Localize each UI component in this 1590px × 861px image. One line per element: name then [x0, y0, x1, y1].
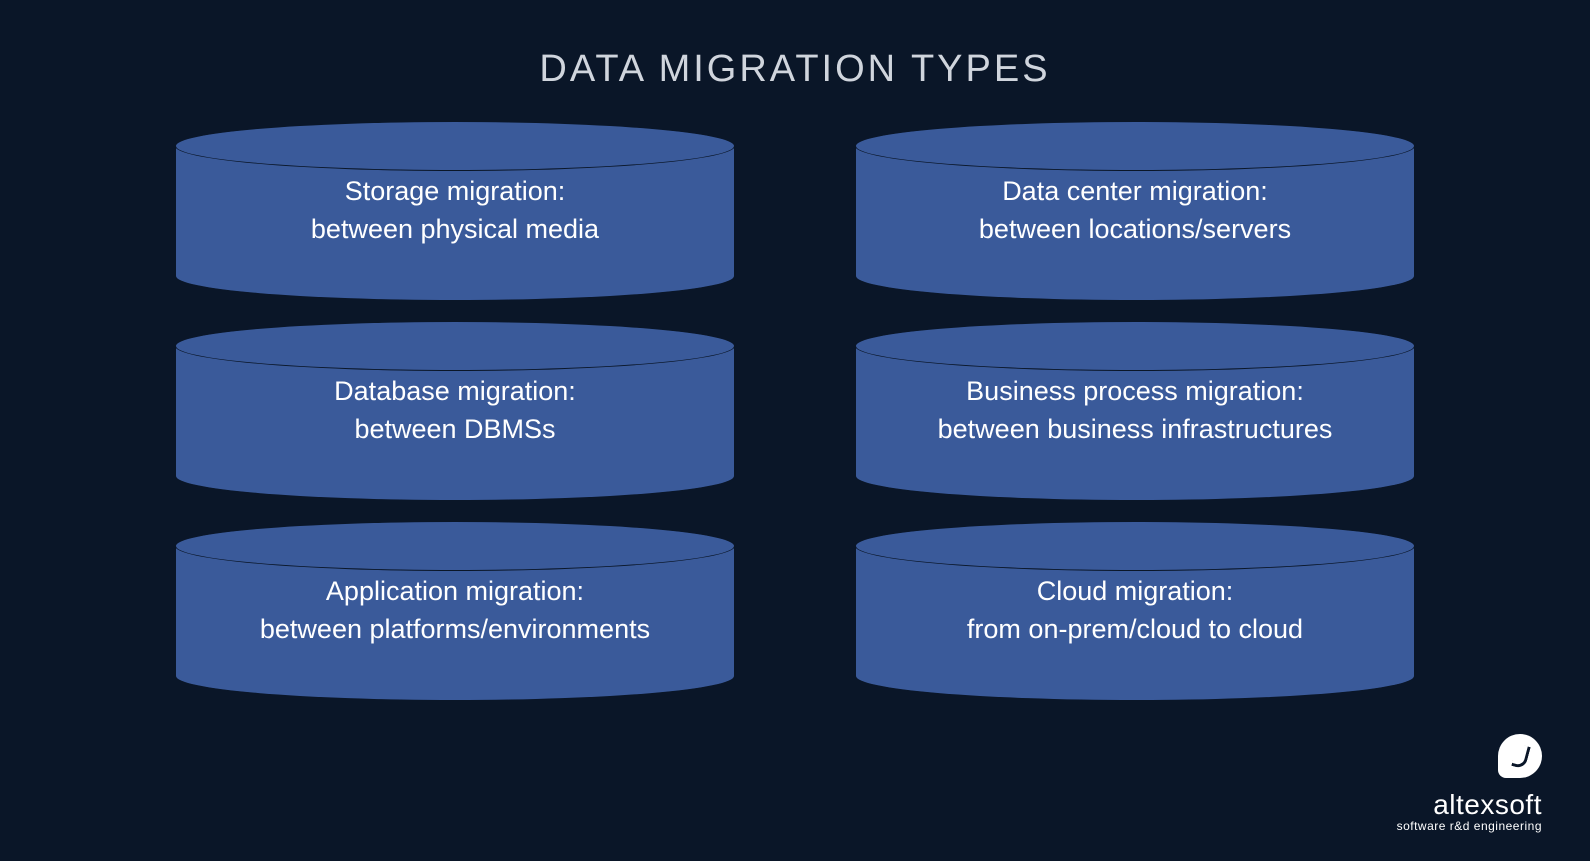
cylinder-label: Cloud migration:from on-prem/cloud to cl…	[855, 573, 1415, 649]
cylinder-datacenter: Data center migration:between locations/…	[855, 121, 1415, 276]
cylinder-cloud: Cloud migration:from on-prem/cloud to cl…	[855, 521, 1415, 676]
brand-logo: altexsoft software r&d engineering	[1397, 734, 1542, 833]
cylinder-label: Application migration:between platforms/…	[175, 573, 735, 649]
cylinder-database: Database migration:between DBMSs	[175, 321, 735, 476]
cylinder-application: Application migration:between platforms/…	[175, 521, 735, 676]
cylinder-label: Database migration:between DBMSs	[175, 373, 735, 449]
left-column: Storage migration:between physical media…	[175, 121, 735, 676]
logo-icon	[1498, 734, 1542, 778]
cylinder-label: Data center migration:between locations/…	[855, 173, 1415, 249]
right-column: Data center migration:between locations/…	[855, 121, 1415, 676]
cylinder-storage: Storage migration:between physical media	[175, 121, 735, 276]
page-title: DATA MIGRATION TYPES	[0, 0, 1590, 121]
logo-tagline: software r&d engineering	[1397, 819, 1542, 833]
cylinder-grid: Storage migration:between physical media…	[0, 121, 1590, 676]
cylinder-label: Storage migration:between physical media	[175, 173, 735, 249]
cylinder-label: Business process migration:between busin…	[855, 373, 1415, 449]
cylinder-business-process: Business process migration:between busin…	[855, 321, 1415, 476]
logo-name: altexsoft	[1397, 789, 1542, 821]
